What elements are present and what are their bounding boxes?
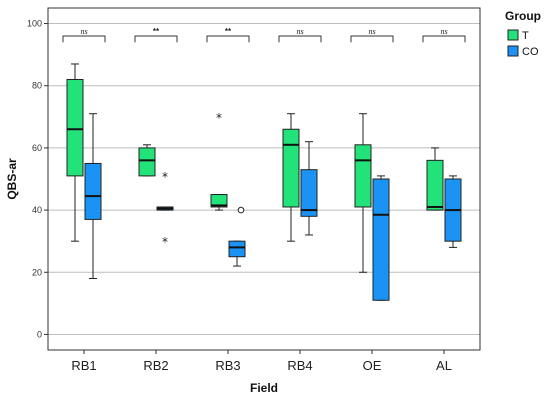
x-axis-title: Field <box>250 381 278 395</box>
legend-swatch <box>507 29 519 41</box>
significance-bracket <box>134 35 178 43</box>
box-iqr <box>282 128 300 208</box>
outlier-marker <box>237 206 245 214</box>
significance-bracket <box>62 35 106 43</box>
y-tick-label: 60 <box>32 143 42 153</box>
x-tick-label: RB3 <box>215 358 240 373</box>
box-iqr <box>372 178 390 301</box>
legend-title: Group <box>505 9 541 23</box>
box-iqr <box>426 159 444 211</box>
box-co-rb4 <box>300 141 318 236</box>
axes: 0 20 40 60 80 100 RB1 RB2 RB3 RB4 OE AL <box>27 7 481 373</box>
significance-label: ** <box>153 27 160 36</box>
legend-swatch <box>507 45 519 57</box>
box-t-rb2 <box>138 144 156 177</box>
y-tick-label: 80 <box>32 81 42 91</box>
box-iqr <box>354 144 372 208</box>
x-tick-label: RB2 <box>143 358 168 373</box>
significance-label: ns <box>368 27 375 36</box>
significance-label: ns <box>296 27 303 36</box>
box-co-rb2: ** <box>156 170 174 249</box>
x-tick-label: OE <box>363 358 382 373</box>
significance-bracket <box>350 35 394 43</box>
x-tick-label: RB1 <box>71 358 96 373</box>
box-co-oe <box>372 175 390 301</box>
x-tick-label: AL <box>436 358 452 373</box>
significance-label: ns <box>440 27 447 36</box>
box-iqr <box>210 194 228 208</box>
significance-brackets: ns ** ** ns ns ns <box>62 27 466 43</box>
box-co-rb3 <box>228 206 246 267</box>
box-co-rb1 <box>84 113 102 279</box>
boxes: *** <box>66 63 462 301</box>
box-t-rb1 <box>66 63 84 242</box>
significance-bracket <box>278 35 322 43</box>
gridlines <box>48 23 480 335</box>
y-tick-label: 20 <box>32 267 42 277</box>
box-iqr <box>66 79 84 177</box>
box-t-oe <box>354 113 372 273</box>
significance-label: ** <box>225 27 232 36</box>
extreme-marker: * <box>162 170 168 184</box>
x-tick-label: RB4 <box>287 358 312 373</box>
y-tick-label: 40 <box>32 205 42 215</box>
plot-frame <box>47 7 481 351</box>
y-axis-title: QBS-ar <box>5 158 19 200</box>
box-co-al <box>444 175 462 248</box>
box-iqr <box>138 147 156 177</box>
significance-bracket <box>206 35 250 43</box>
box-iqr <box>228 240 246 258</box>
legend-label: CO <box>522 46 539 58</box>
extreme-marker: * <box>216 111 222 125</box>
box-t-rb3: * <box>210 111 228 211</box>
y-tick-label: 0 <box>37 329 42 339</box>
legend-label: T <box>522 30 529 42</box>
box-iqr <box>84 162 102 220</box>
extreme-marker: * <box>162 235 168 249</box>
y-tick-label: 100 <box>27 19 42 29</box>
box-iqr <box>300 169 318 217</box>
box-t-al <box>426 147 444 211</box>
significance-label: ns <box>80 27 87 36</box>
significance-bracket <box>422 35 466 43</box>
box-t-rb4 <box>282 113 300 242</box>
legend: Group T CO <box>505 9 541 58</box>
